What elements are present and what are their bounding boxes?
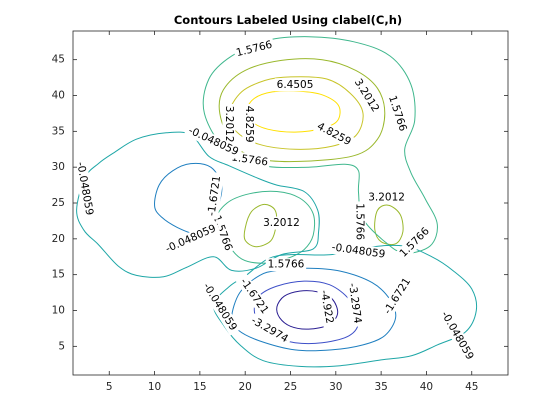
contour-label-bg [274,78,316,92]
y-tick-label: 25 [52,197,65,209]
x-tick-label: 25 [284,381,297,393]
contour-line-level-2-2 [243,203,278,248]
contour-label: 1.5766 [386,94,409,133]
y-tick-label: 30 [52,161,65,173]
contour-label: -3.2974 [249,315,290,346]
contour-label-bg [233,37,276,61]
contour-line-level-0-0 [246,90,341,133]
contour-label-bg [436,306,478,365]
y-tick-label: 15 [52,269,65,281]
contour-label-bg [265,258,307,272]
contour-label-bg [222,103,236,145]
contour-label: 3.2012 [263,217,300,229]
contour-label-bg [328,240,389,262]
contour-label-bg [235,273,273,320]
contour-label: 1.5766 [353,203,365,240]
chart-title: Contours Labeled Using clabel(C,h) [174,13,402,27]
contour-label: 1.5766 [268,259,305,271]
contour-label-bg [246,312,294,348]
contour-label: 3.2012 [352,77,382,115]
x-tick-label: 40 [420,381,433,393]
contour-label-bg [352,201,366,242]
x-tick-label: 15 [193,381,206,393]
contour-line-level-3-0 [202,36,438,254]
y-tick-label: 5 [58,340,65,352]
contour-label: 3.2012 [368,191,405,203]
x-tick-label: 20 [239,381,252,393]
contour-label: 1.5766 [231,152,269,169]
y-tick-label: 40 [52,90,65,102]
contour-line-level-4-1 [212,244,478,368]
contour-line-level-4-0 [76,131,320,278]
contour-label-bg [366,190,407,204]
contour-label-bg [242,103,256,145]
contour-label-bg [316,285,337,328]
contour-label-bg [313,118,355,150]
x-axis: 5 10 15 20 25 30 35 40 45 [106,31,478,393]
x-tick-label: 30 [329,381,342,393]
y-tick-label: 10 [52,305,65,317]
contour-label-bg [73,158,97,220]
x-tick-label: 35 [374,381,387,393]
contour-label-bg [395,223,434,262]
y-axis: 5 10 15 20 25 30 35 40 45 [52,54,508,352]
contour-label-bg [204,171,225,220]
y-tick-label: 45 [52,54,65,66]
contour-label-bg [198,278,242,336]
contour-line-level-3-1 [215,190,316,264]
contour-label: -0.048059 [74,161,95,216]
x-tick-label: 10 [148,381,161,393]
contour-label: 6.4505 [277,79,314,91]
contour-line-level-7-0 [276,290,339,330]
contour-label-bg [350,74,383,117]
x-tick-label: 5 [106,381,113,393]
contour-label: 3.2012 [223,106,235,143]
x-tick-label: 45 [465,381,478,393]
contour-label-bg [183,122,244,160]
contour-line-level-2-1 [374,204,404,246]
contour-label: -1.6721 [206,175,224,217]
contour-label: 4.8259 [243,106,255,143]
contour-label: -0.048059 [331,241,386,260]
contour-label-bg [379,272,416,320]
contour-label: -4.922 [318,289,336,324]
contour-label: -1.6721 [382,276,414,317]
contour-label: -0.048059 [439,309,476,362]
contour-line-level-1-0 [228,76,364,150]
contour-label-bg [160,220,221,257]
contour-label: 1.5766 [235,39,274,60]
y-tick-label: 20 [52,233,65,245]
contour-label: -3.2974 [346,282,364,324]
contour-label-bg [345,279,365,328]
contour-line-level-5-0 [154,162,223,235]
contour-lines-group [76,36,478,368]
contour-label: -0.048059 [164,222,218,255]
y-tick-label: 35 [52,125,65,137]
contour-label-bg [261,216,302,230]
contour-label-bg [385,92,410,135]
